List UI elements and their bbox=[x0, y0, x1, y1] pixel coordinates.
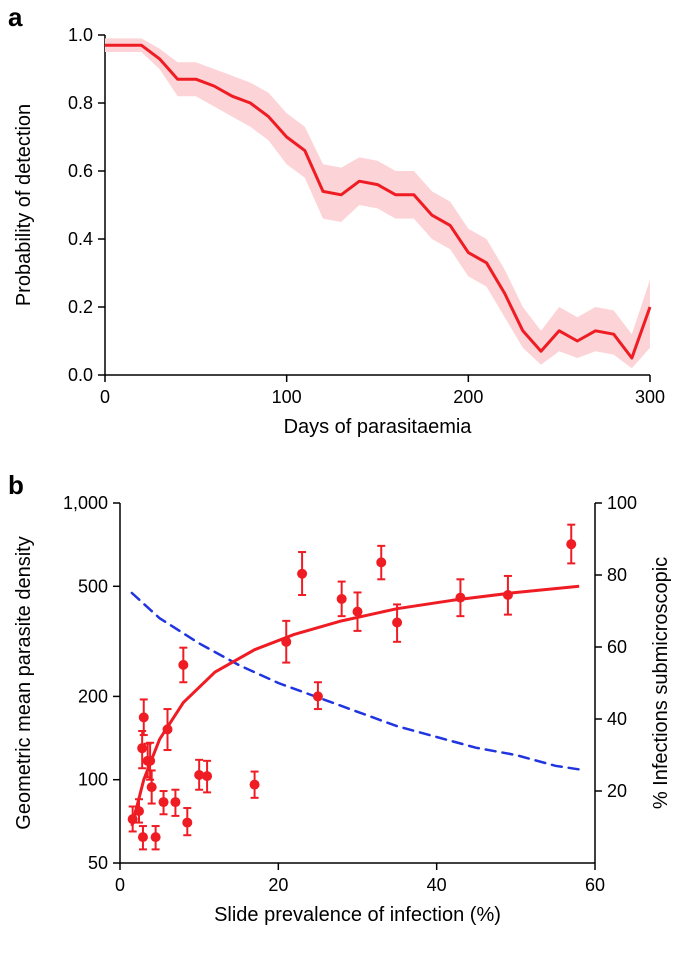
svg-text:100: 100 bbox=[272, 387, 302, 407]
svg-text:40: 40 bbox=[607, 709, 627, 729]
svg-text:0: 0 bbox=[115, 875, 125, 895]
svg-text:1,000: 1,000 bbox=[63, 493, 108, 513]
svg-text:1.0: 1.0 bbox=[68, 25, 93, 45]
figure-container: a 01002003000.00.20.40.60.81.0Days of pa… bbox=[0, 0, 685, 953]
svg-text:60: 60 bbox=[585, 875, 605, 895]
svg-text:80: 80 bbox=[607, 565, 627, 585]
svg-text:Days of parasitaemia: Days of parasitaemia bbox=[284, 416, 473, 438]
svg-text:500: 500 bbox=[78, 576, 108, 596]
svg-text:0.4: 0.4 bbox=[68, 229, 93, 249]
svg-text:20: 20 bbox=[268, 875, 288, 895]
panel-a-chart: 0 100 200 300 0.0 0.2 0.4 0.6 0.8 1.0 Days of para… bbox=[0, 5, 685, 445]
svg-text:0: 0 bbox=[100, 387, 110, 407]
svg-text:0.2: 0.2 bbox=[68, 297, 93, 317]
svg-text:0.6: 0.6 bbox=[68, 161, 93, 181]
svg-text:200: 200 bbox=[78, 686, 108, 706]
svg-text:20: 20 bbox=[607, 781, 627, 801]
svg-text:100: 100 bbox=[78, 770, 108, 790]
svg-text:100: 100 bbox=[607, 493, 637, 513]
svg-text:40: 40 bbox=[427, 875, 447, 895]
svg-text:50: 50 bbox=[88, 853, 108, 873]
svg-text:0.0: 0.0 bbox=[68, 365, 93, 385]
svg-text:60: 60 bbox=[607, 637, 627, 657]
svg-text:200: 200 bbox=[453, 387, 483, 407]
svg-text:% Infections submicroscopic: % Infections submicroscopic bbox=[650, 557, 672, 809]
svg-text:300: 300 bbox=[635, 387, 665, 407]
panel-b-chart: 0 20 40 60 50 100 200 500 1,000 20 40 60 80 100 Slide … bbox=[0, 473, 685, 953]
svg-text:Geometric mean parasite densit: Geometric mean parasite density bbox=[13, 536, 35, 829]
svg-text:Slide prevalence of infection: Slide prevalence of infection (%) bbox=[214, 904, 501, 926]
svg-text:0.8: 0.8 bbox=[68, 93, 93, 113]
svg-text:Probability of detection: Probability of detection bbox=[13, 104, 35, 306]
